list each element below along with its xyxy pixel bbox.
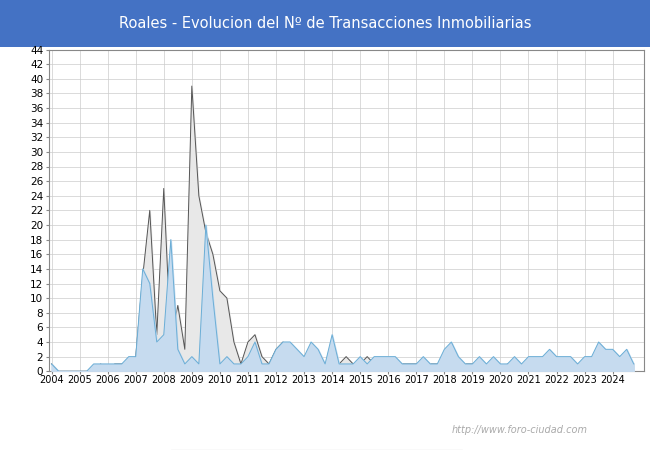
- Text: Roales - Evolucion del Nº de Transacciones Inmobiliarias: Roales - Evolucion del Nº de Transaccion…: [119, 16, 531, 31]
- Text: http://www.foro-ciudad.com: http://www.foro-ciudad.com: [452, 425, 588, 435]
